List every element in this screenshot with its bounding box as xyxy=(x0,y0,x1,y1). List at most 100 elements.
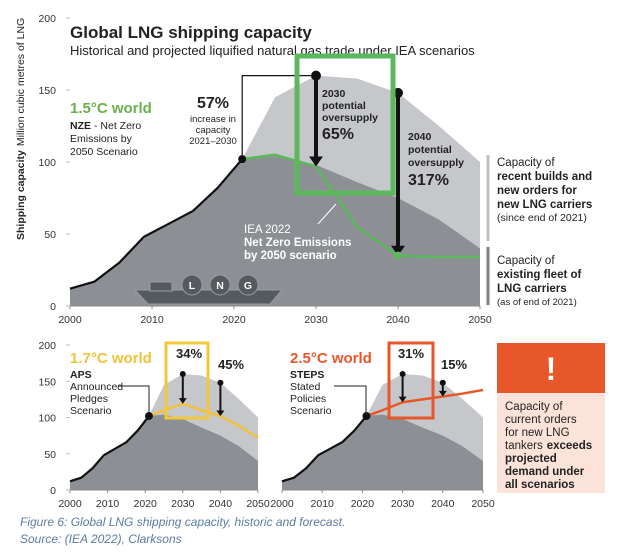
highlight-box xyxy=(294,53,396,196)
x-tick-label: 2020 xyxy=(134,498,158,510)
y-tick-label: 200 xyxy=(38,13,56,25)
note-text: Capacity of xyxy=(497,255,555,267)
arrow-head xyxy=(398,396,407,403)
line xyxy=(69,158,244,290)
x-tick-label: 2050 xyxy=(468,314,492,326)
scenario-label: Net Zero Emissions xyxy=(244,237,351,249)
increase-text: increase in xyxy=(190,114,236,125)
increase-text: 2021–2030 xyxy=(189,136,237,147)
scenario-code: APS xyxy=(70,369,92,381)
x-tick-label: 2000 xyxy=(58,498,82,510)
oversupply-label: 15% xyxy=(441,357,467,372)
ship-hull xyxy=(133,289,284,305)
x-tick-label: 2010 xyxy=(96,498,120,510)
point xyxy=(439,379,446,386)
leader xyxy=(241,74,316,160)
note-text: new orders for xyxy=(497,185,577,197)
ship-bridge xyxy=(149,281,173,292)
increase-text: capacity xyxy=(196,125,231,136)
note-text: Capacity of xyxy=(497,157,555,169)
leader-line xyxy=(334,385,367,412)
oversupply-label: 34% xyxy=(176,346,202,361)
y-tick-label: 0 xyxy=(50,301,56,313)
callout-text: for new LNG xyxy=(505,427,570,439)
ship-label: G xyxy=(244,280,252,292)
note-text: new LNG carriers xyxy=(497,199,592,211)
highlight-box xyxy=(164,341,210,420)
point xyxy=(399,371,406,377)
callout-body xyxy=(497,393,605,493)
line xyxy=(69,415,150,483)
scenario-label: IEA 2022 xyxy=(244,224,291,236)
x-tick-label: 2020 xyxy=(222,314,246,326)
y-tick-label: 150 xyxy=(38,85,56,97)
caption: Figure 6: Global LNG shipping capacity, … xyxy=(20,515,345,529)
scenario-text: 2050 Scenario xyxy=(70,146,138,158)
callout-word: tankers xyxy=(505,440,543,452)
x-tick-label: 2050 xyxy=(471,498,495,510)
callout-text: Capacity of xyxy=(505,401,563,413)
x-tick-label: 2050 xyxy=(246,498,270,510)
chart-title: Global LNG shipping capacity xyxy=(70,23,312,42)
area xyxy=(282,414,483,490)
callout-text: current orders xyxy=(505,414,577,426)
callout-icon: ! xyxy=(546,351,557,387)
ship-label: L xyxy=(189,280,196,292)
callout-word: exceeds xyxy=(547,440,592,452)
x-tick-label: 2010 xyxy=(140,314,164,326)
arrow-head xyxy=(391,245,405,256)
x-tick-label: 2020 xyxy=(351,498,375,510)
highlight-box xyxy=(387,341,435,420)
callout-header xyxy=(497,343,605,393)
y-tick-label: 100 xyxy=(38,157,56,169)
note-text: (as of end of 2021) xyxy=(497,297,577,308)
x-tick-label: 2040 xyxy=(386,314,410,326)
area xyxy=(70,414,258,490)
x-tick-label: 2030 xyxy=(171,498,195,510)
scenario-text: Policies xyxy=(290,393,326,405)
oversupply-label: 317% xyxy=(408,172,449,189)
x-tick-label: 2010 xyxy=(311,498,335,510)
oversupply-text: 2040 xyxy=(408,131,432,143)
x-tick-label: 2000 xyxy=(58,314,82,326)
y-tick-label: 50 xyxy=(44,449,56,461)
scenario-code: NZE xyxy=(70,120,91,132)
oversupply-text: potential xyxy=(322,100,366,112)
line xyxy=(242,153,480,259)
x-tick-label: 2030 xyxy=(304,314,328,326)
x-tick-label: 2040 xyxy=(209,498,233,510)
scenario-title: 1.5°C world xyxy=(70,100,152,117)
point xyxy=(217,379,224,386)
increase-label: 57% xyxy=(197,95,229,112)
note-text: (since end of 2021) xyxy=(497,212,587,224)
callout-text: all scenarios xyxy=(505,479,575,491)
note-text: recent builds and xyxy=(497,171,592,183)
scenario-line: NZE - Net Zero xyxy=(70,120,141,132)
callout-text: projected xyxy=(505,453,557,465)
callout-text: tankers exceeds xyxy=(505,440,592,452)
y-label-unit: Million cubic metres of LNG xyxy=(15,18,27,146)
oversupply-label: 31% xyxy=(398,346,424,361)
scenario-text: - Net Zero xyxy=(94,120,141,132)
oversupply-label: 65% xyxy=(322,126,354,143)
oversupply-text: oversupply xyxy=(322,112,378,124)
chart-subtitle: Historical and projected liquified natur… xyxy=(70,43,475,58)
x-tick-label: 2000 xyxy=(270,498,294,510)
note-text: existing fleet of xyxy=(497,269,582,281)
scenario-title: 1.7°C world xyxy=(70,350,152,367)
scenario-text: Scenario xyxy=(290,405,332,417)
point xyxy=(362,412,371,421)
y-tick-label: 100 xyxy=(38,413,56,425)
ship-label: N xyxy=(216,280,224,292)
scenario-text: Pledges xyxy=(70,393,108,405)
leader-line xyxy=(118,385,150,412)
line xyxy=(281,415,368,483)
y-tick-label: 200 xyxy=(38,340,56,352)
point xyxy=(311,70,321,81)
ship-tank xyxy=(209,274,231,296)
y-tick-label: 0 xyxy=(50,485,56,497)
y-tick-label: 150 xyxy=(38,376,56,388)
ship: L N G xyxy=(133,274,284,305)
arrow-head xyxy=(309,156,323,167)
